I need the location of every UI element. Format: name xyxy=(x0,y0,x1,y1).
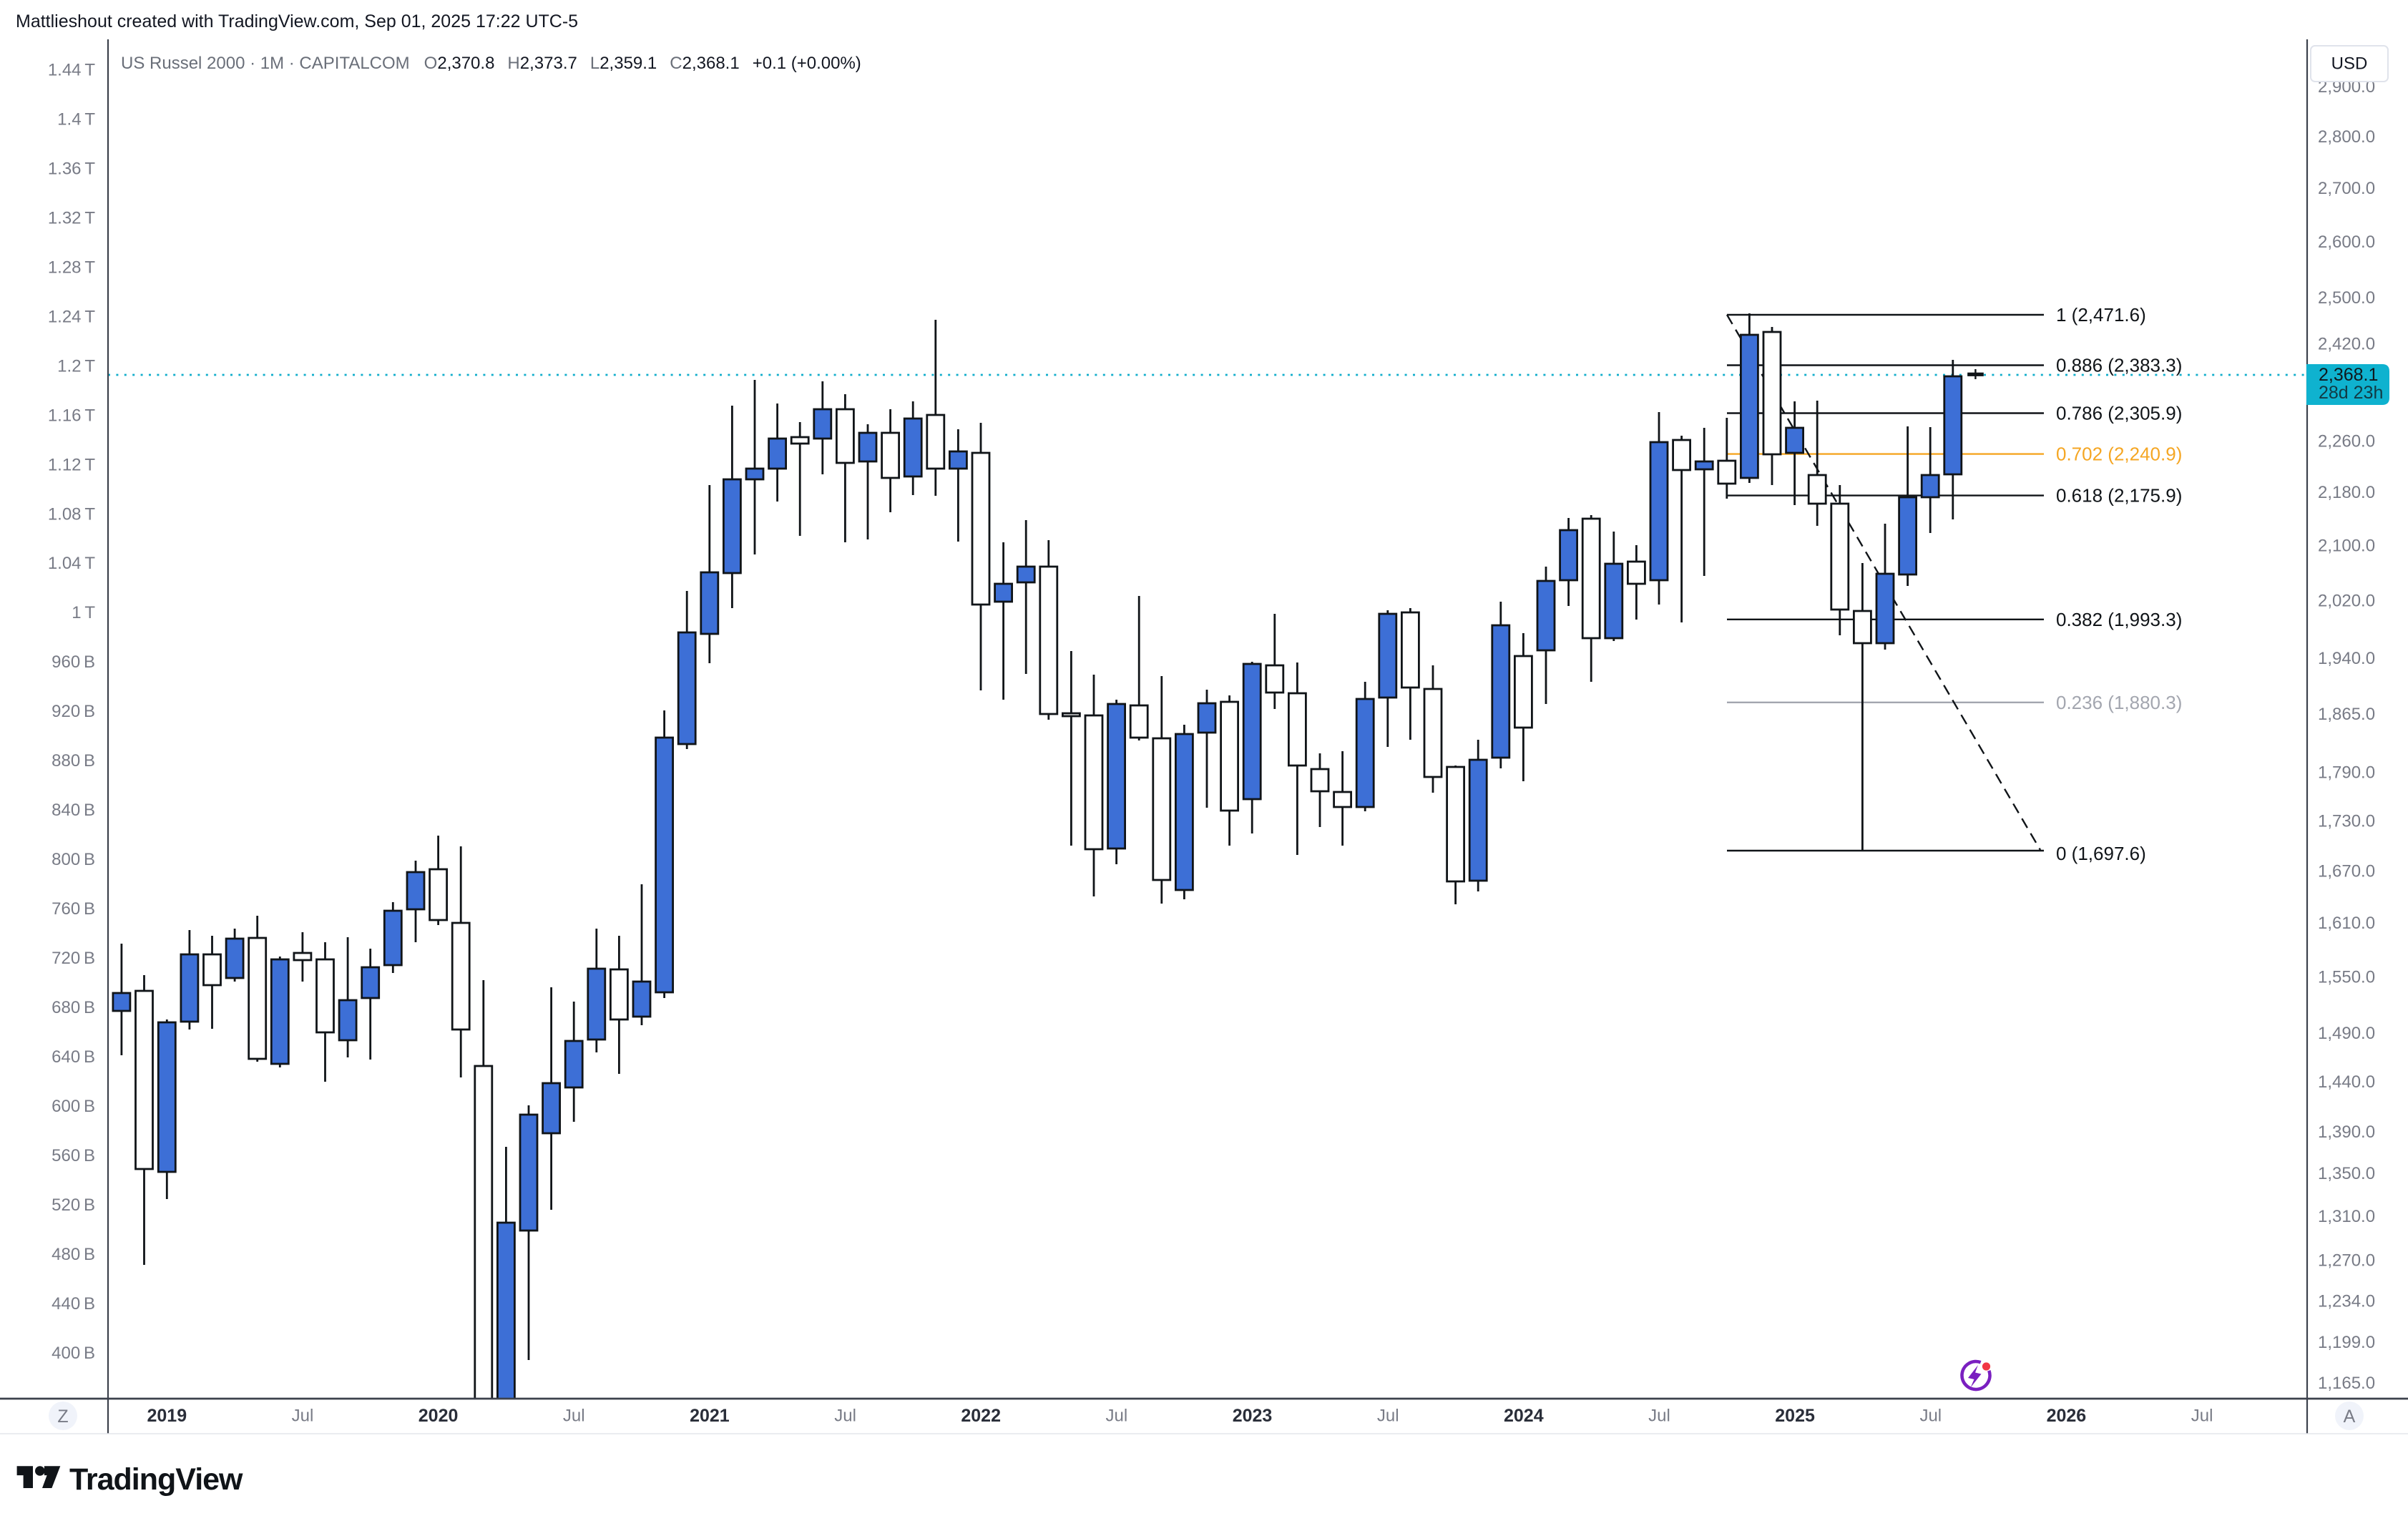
svg-text:1.44 T: 1.44 T xyxy=(48,60,96,79)
svg-text:640 B: 640 B xyxy=(52,1047,95,1067)
svg-text:2021: 2021 xyxy=(690,1406,730,1426)
svg-text:Jul: Jul xyxy=(1377,1407,1399,1426)
svg-text:1.08 T: 1.08 T xyxy=(48,504,96,524)
svg-text:1.32 T: 1.32 T xyxy=(48,208,96,228)
svg-text:0.382 (1,993.3): 0.382 (1,993.3) xyxy=(2056,609,2182,630)
svg-text:2,800.0: 2,800.0 xyxy=(2318,127,2375,147)
svg-text:0 (1,697.6): 0 (1,697.6) xyxy=(2056,843,2146,864)
svg-text:720 B: 720 B xyxy=(52,949,95,968)
svg-text:1.4 T: 1.4 T xyxy=(57,109,95,129)
svg-text:2,100.0: 2,100.0 xyxy=(2318,536,2375,555)
svg-text:960 B: 960 B xyxy=(52,652,95,672)
svg-text:2026: 2026 xyxy=(2047,1406,2087,1426)
svg-text:840 B: 840 B xyxy=(52,801,95,820)
svg-text:1,790.0: 1,790.0 xyxy=(2318,763,2375,783)
svg-text:1,940.0: 1,940.0 xyxy=(2318,649,2375,668)
svg-text:2,600.0: 2,600.0 xyxy=(2318,233,2375,252)
svg-text:0.886 (2,383.3): 0.886 (2,383.3) xyxy=(2056,355,2182,376)
svg-text:Jul: Jul xyxy=(563,1407,585,1426)
svg-text:1.04 T: 1.04 T xyxy=(48,554,96,573)
svg-text:1,670.0: 1,670.0 xyxy=(2318,862,2375,881)
svg-text:560 B: 560 B xyxy=(52,1146,95,1165)
svg-text:2,180.0: 2,180.0 xyxy=(2318,483,2375,502)
svg-text:Jul: Jul xyxy=(1106,1407,1128,1426)
svg-text:0.702 (2,240.9): 0.702 (2,240.9) xyxy=(2056,444,2182,465)
svg-text:1,270.0: 1,270.0 xyxy=(2318,1251,2375,1271)
svg-text:1,550.0: 1,550.0 xyxy=(2318,968,2375,987)
svg-text:1,440.0: 1,440.0 xyxy=(2318,1072,2375,1092)
svg-text:1,730.0: 1,730.0 xyxy=(2318,811,2375,831)
svg-text:2022: 2022 xyxy=(961,1406,1001,1426)
svg-text:2,420.0: 2,420.0 xyxy=(2318,335,2375,354)
svg-text:TradingView: TradingView xyxy=(69,1462,243,1497)
svg-text:1.16 T: 1.16 T xyxy=(48,406,96,425)
svg-text:1.2 T: 1.2 T xyxy=(57,356,95,376)
svg-text:0.236 (1,880.3): 0.236 (1,880.3) xyxy=(2056,692,2182,713)
svg-text:1,165.0: 1,165.0 xyxy=(2318,1374,2375,1393)
svg-text:440 B: 440 B xyxy=(52,1294,95,1314)
svg-text:1 T: 1 T xyxy=(72,603,95,622)
svg-text:Jul: Jul xyxy=(2191,1407,2213,1426)
svg-text:1,199.0: 1,199.0 xyxy=(2318,1333,2375,1352)
svg-text:1 (2,471.6): 1 (2,471.6) xyxy=(2056,304,2146,326)
svg-text:Jul: Jul xyxy=(1919,1407,1942,1426)
svg-text:880 B: 880 B xyxy=(52,751,95,771)
svg-text:Jul: Jul xyxy=(834,1407,856,1426)
svg-text:1.36 T: 1.36 T xyxy=(48,159,96,178)
svg-text:Z: Z xyxy=(57,1407,68,1427)
svg-text:2023: 2023 xyxy=(1233,1406,1273,1426)
svg-text:Jul: Jul xyxy=(1648,1407,1670,1426)
svg-text:2,700.0: 2,700.0 xyxy=(2318,179,2375,198)
svg-text:2025: 2025 xyxy=(1775,1406,1815,1426)
svg-text:2,500.0: 2,500.0 xyxy=(2318,288,2375,308)
svg-text:USD: USD xyxy=(2331,54,2368,74)
svg-text:Mattlieshout created with Trad: Mattlieshout created with TradingView.co… xyxy=(16,11,578,31)
svg-text:1,234.0: 1,234.0 xyxy=(2318,1292,2375,1311)
svg-text:800 B: 800 B xyxy=(52,850,95,869)
svg-text:520 B: 520 B xyxy=(52,1195,95,1215)
svg-text:Jul: Jul xyxy=(292,1407,314,1426)
svg-text:0.786 (2,305.9): 0.786 (2,305.9) xyxy=(2056,403,2182,424)
svg-text:2020: 2020 xyxy=(419,1406,459,1426)
svg-text:US Russel 2000 · 1M · CAPITALC: US Russel 2000 · 1M · CAPITALCOM O2,370.8… xyxy=(121,54,861,73)
svg-text:2,020.0: 2,020.0 xyxy=(2318,592,2375,611)
svg-text:1.12 T: 1.12 T xyxy=(48,455,96,474)
svg-text:1,390.0: 1,390.0 xyxy=(2318,1123,2375,1142)
svg-text:680 B: 680 B xyxy=(52,998,95,1017)
svg-text:920 B: 920 B xyxy=(52,702,95,721)
svg-text:1,865.0: 1,865.0 xyxy=(2318,705,2375,724)
svg-text:2,260.0: 2,260.0 xyxy=(2318,432,2375,451)
svg-text:760 B: 760 B xyxy=(52,899,95,919)
svg-text:1,350.0: 1,350.0 xyxy=(2318,1164,2375,1183)
svg-text:2,368.1: 2,368.1 xyxy=(2319,365,2378,385)
svg-text:1.24 T: 1.24 T xyxy=(48,307,96,326)
svg-text:2024: 2024 xyxy=(1504,1406,1544,1426)
svg-text:2019: 2019 xyxy=(147,1406,187,1426)
svg-text:28d 23h: 28d 23h xyxy=(2319,383,2383,403)
svg-text:1.28 T: 1.28 T xyxy=(48,258,96,277)
svg-text:1,490.0: 1,490.0 xyxy=(2318,1024,2375,1043)
svg-text:400 B: 400 B xyxy=(52,1344,95,1363)
svg-text:1,610.0: 1,610.0 xyxy=(2318,914,2375,933)
svg-text:1,310.0: 1,310.0 xyxy=(2318,1207,2375,1226)
svg-text:A: A xyxy=(2344,1407,2356,1427)
svg-text:600 B: 600 B xyxy=(52,1097,95,1116)
svg-text:480 B: 480 B xyxy=(52,1245,95,1264)
svg-text:0.618 (2,175.9): 0.618 (2,175.9) xyxy=(2056,485,2182,507)
